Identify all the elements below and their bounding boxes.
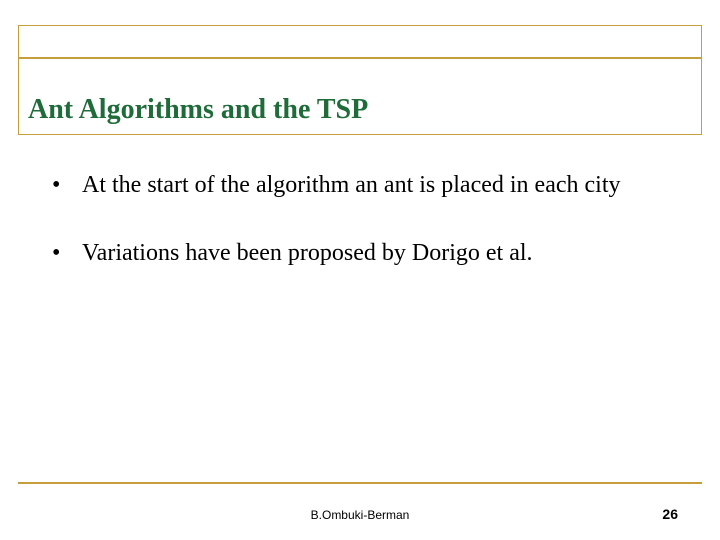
footer-page-number: 26 (662, 506, 678, 522)
bullet-dot-icon: • (52, 170, 60, 200)
bullet-text: At the start of the algorithm an ant is … (82, 170, 621, 200)
bottom-rule (18, 482, 702, 484)
footer-author: B.Ombuki-Berman (0, 508, 720, 522)
title-rule-top (18, 57, 702, 59)
bullet-text: Variations have been proposed by Dorigo … (82, 238, 533, 268)
slide-title: Ant Algorithms and the TSP (28, 94, 368, 126)
body-area: • At the start of the algorithm an ant i… (52, 170, 672, 306)
bullet-item: • Variations have been proposed by Dorig… (52, 238, 672, 268)
bullet-dot-icon: • (52, 238, 60, 268)
bullet-item: • At the start of the algorithm an ant i… (52, 170, 672, 200)
slide: Ant Algorithms and the TSP • At the star… (0, 0, 720, 540)
